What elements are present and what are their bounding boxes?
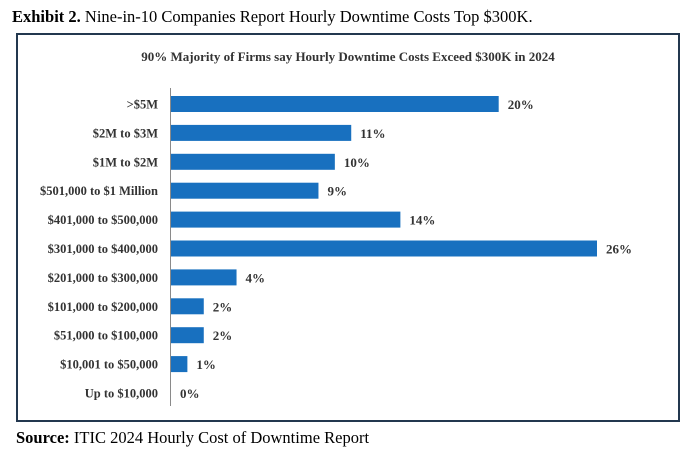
value-label: 2% — [213, 299, 233, 314]
exhibit-title: Exhibit 2. Nine-in-10 Companies Report H… — [12, 7, 533, 27]
bar — [171, 327, 204, 344]
bar — [171, 240, 597, 257]
category-label: $401,000 to $500,000 — [48, 213, 158, 227]
category-label: $501,000 to $1 Million — [40, 184, 158, 198]
category-label: >$5M — [127, 98, 159, 112]
value-label: 1% — [196, 357, 216, 372]
bar — [171, 153, 335, 170]
bar — [171, 96, 499, 112]
category-label: $1M to $2M — [93, 155, 158, 169]
category-label: $101,000 to $200,000 — [48, 300, 158, 314]
source-label: Source: — [16, 428, 70, 447]
bar — [171, 298, 204, 315]
chart-frame — [16, 33, 680, 422]
exhibit-label: Exhibit 2. — [12, 7, 81, 26]
value-label: 10% — [344, 155, 370, 170]
category-label: $201,000 to $300,000 — [48, 271, 158, 285]
value-label: 2% — [213, 328, 233, 343]
bar — [171, 211, 401, 228]
source-note: Source: ITIC 2024 Hourly Cost of Downtim… — [16, 428, 369, 448]
bar — [171, 124, 352, 141]
bar — [171, 356, 188, 373]
bar — [171, 269, 237, 286]
exhibit-title-text: Nine-in-10 Companies Report Hourly Downt… — [84, 7, 533, 26]
value-label: 26% — [606, 242, 632, 257]
value-label: 14% — [409, 213, 435, 228]
value-label: 20% — [508, 97, 534, 112]
value-label: 11% — [360, 126, 385, 141]
category-label: $51,000 to $100,000 — [54, 329, 158, 343]
value-label: 4% — [246, 270, 265, 285]
category-label: $10,001 to $50,000 — [60, 358, 158, 372]
category-label: $2M to $3M — [93, 126, 158, 140]
category-label: Up to $10,000 — [85, 387, 158, 401]
value-label: 9% — [327, 184, 347, 199]
source-text: ITIC 2024 Hourly Cost of Downtime Report — [73, 428, 370, 447]
value-label: 0% — [180, 386, 200, 401]
bar — [171, 182, 319, 199]
category-label: $301,000 to $400,000 — [48, 242, 158, 256]
chart-title: 90% Majority of Firms say Hourly Downtim… — [141, 49, 555, 64]
